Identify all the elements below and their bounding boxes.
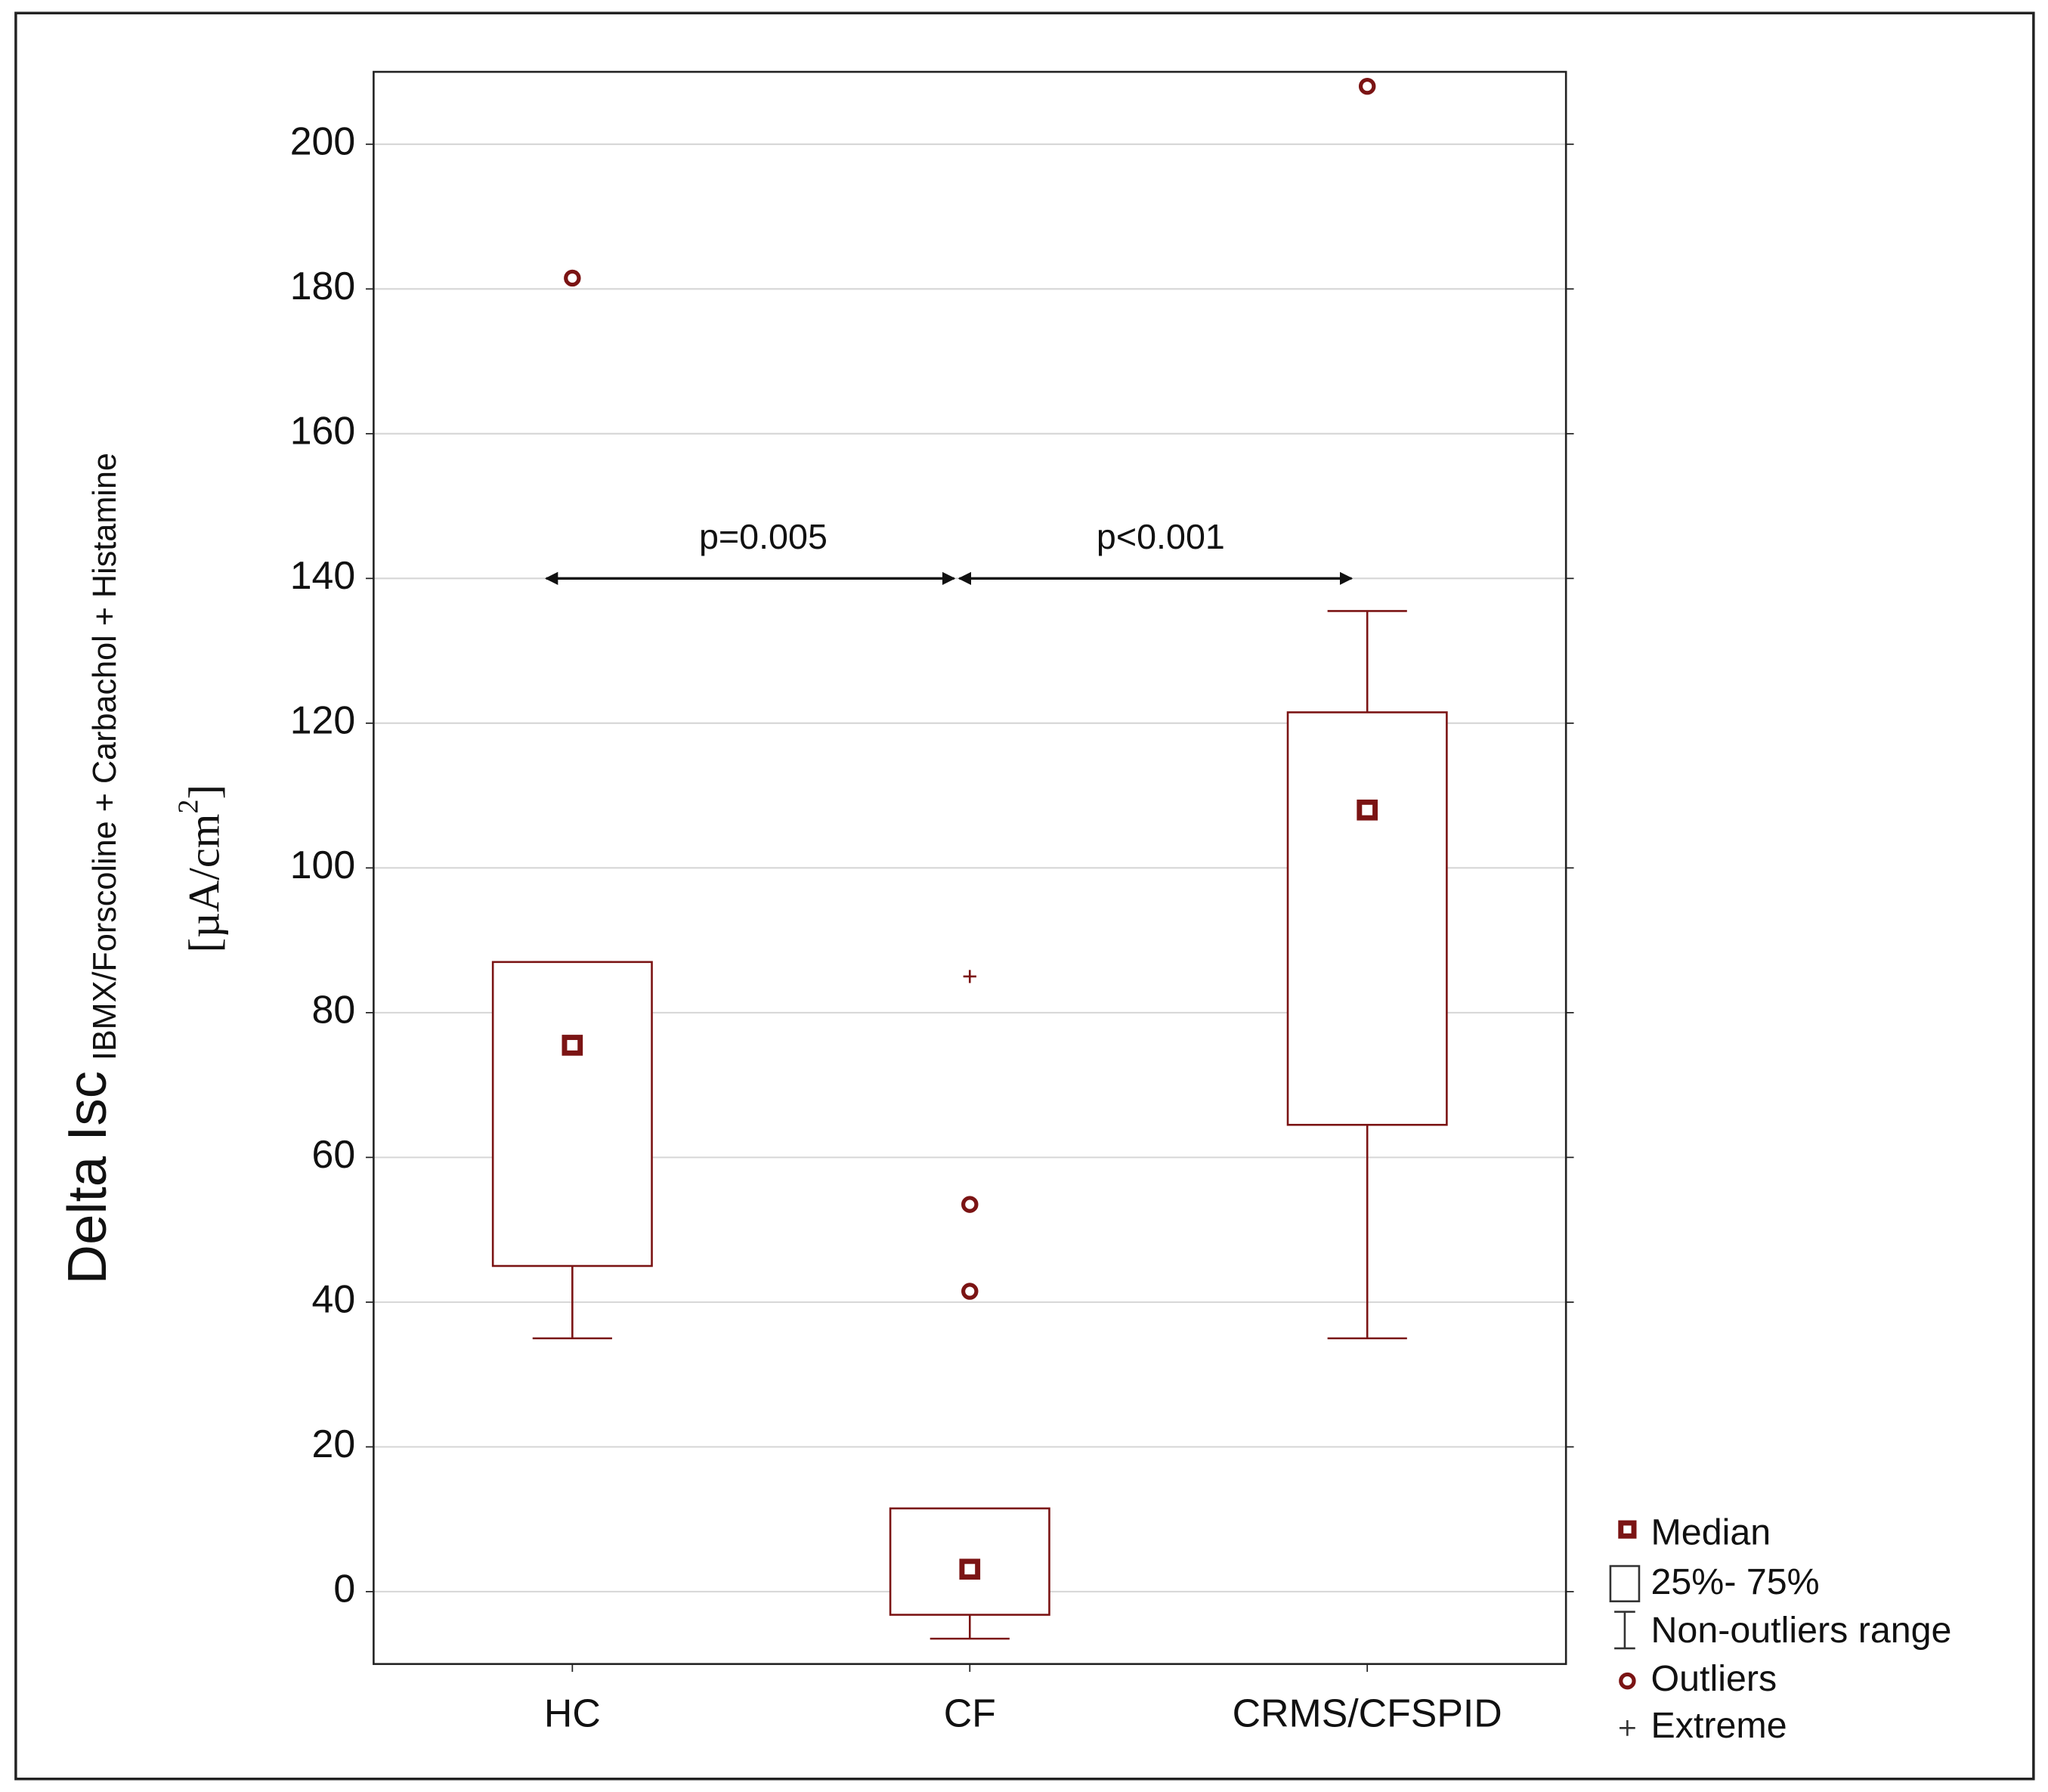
median bbox=[959, 1558, 981, 1580]
median bbox=[1357, 799, 1378, 821]
legend-label: Median bbox=[1651, 1512, 1771, 1552]
legend-outlier-symbol bbox=[1619, 1672, 1636, 1690]
outlier bbox=[564, 269, 581, 287]
box bbox=[491, 961, 653, 1267]
y-tick-label: 20 bbox=[312, 1422, 356, 1465]
y-tick-label: 80 bbox=[312, 988, 356, 1032]
y-tick-label: 140 bbox=[290, 553, 355, 597]
y-tick-label: 40 bbox=[312, 1277, 356, 1321]
y-tick-label: 60 bbox=[312, 1132, 356, 1176]
y-tick-label: 100 bbox=[290, 843, 355, 887]
legend: Median 25%- 75% Non-outliers range Outli… bbox=[1609, 1512, 1952, 1746]
outlier bbox=[961, 1196, 979, 1213]
legend-extreme-symbol bbox=[1620, 1719, 1635, 1736]
box bbox=[1286, 711, 1448, 1126]
y-tick-label: 120 bbox=[290, 698, 355, 742]
legend-whisker-symbol bbox=[1614, 1611, 1635, 1650]
legend-label: Non-outliers range bbox=[1651, 1610, 1952, 1651]
y-label-subscript: IBMX/Forscoline + Carbachol + Histamine bbox=[87, 453, 123, 1060]
y-tick-label: 200 bbox=[290, 119, 355, 162]
legend-label: Outliers bbox=[1651, 1658, 1777, 1699]
legend-label: 25%- 75% bbox=[1651, 1561, 1820, 1602]
outlier bbox=[1358, 77, 1376, 95]
y-tick-label: 180 bbox=[290, 264, 355, 308]
x-tick-label: HC bbox=[544, 1691, 601, 1735]
x-tick-label: CF bbox=[944, 1691, 996, 1735]
legend-label: Extreme bbox=[1651, 1705, 1787, 1746]
y-label-main: Delta Isc bbox=[57, 1071, 118, 1284]
extreme bbox=[963, 970, 976, 983]
y-tick-label: 160 bbox=[290, 409, 355, 453]
outer-frame bbox=[14, 11, 2035, 1781]
y-axis-label: Delta Isc IBMX/Forscoline + Carbachol + H… bbox=[57, 453, 123, 1284]
y-tick-label: 0 bbox=[333, 1567, 355, 1611]
y-axis-unit: [µA/cm2] bbox=[172, 785, 229, 953]
y-unit: [µA/cm bbox=[180, 814, 229, 953]
y-unit-close: ] bbox=[180, 785, 229, 800]
comparison-label: p<0.001 bbox=[1097, 517, 1225, 556]
y-unit-superscript: 2 bbox=[172, 800, 204, 814]
legend-median-symbol bbox=[1618, 1520, 1637, 1539]
outlier bbox=[961, 1283, 979, 1300]
median bbox=[561, 1035, 583, 1056]
comparison-label: p=0.005 bbox=[699, 517, 828, 556]
x-tick-label: CRMS/CFSPID bbox=[1233, 1691, 1502, 1735]
legend-box-symbol bbox=[1609, 1565, 1641, 1602]
